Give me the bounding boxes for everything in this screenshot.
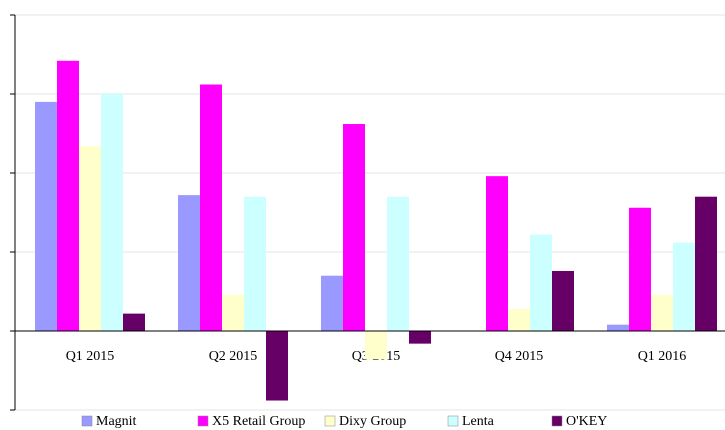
legend-label: Magnit bbox=[96, 414, 137, 429]
bar bbox=[123, 313, 145, 331]
bar bbox=[673, 242, 695, 331]
legend-swatch bbox=[81, 415, 93, 427]
legend-label: O'KEY bbox=[566, 414, 607, 429]
bar bbox=[57, 60, 79, 331]
legend-swatch bbox=[447, 415, 459, 427]
bar bbox=[343, 124, 365, 332]
bar bbox=[607, 324, 629, 331]
bar bbox=[35, 101, 57, 332]
legend-label: Lenta bbox=[462, 414, 495, 429]
bar bbox=[79, 146, 101, 331]
bar bbox=[200, 84, 222, 332]
bar bbox=[552, 270, 574, 331]
bar bbox=[321, 275, 343, 331]
bar bbox=[365, 331, 387, 360]
legend-swatch bbox=[551, 415, 563, 427]
legend-swatch bbox=[324, 415, 336, 427]
bar bbox=[101, 94, 123, 331]
x-tick-label: Q1 2016 bbox=[638, 349, 687, 364]
bar bbox=[651, 294, 673, 331]
bar bbox=[222, 294, 244, 331]
bar bbox=[244, 196, 266, 331]
bar bbox=[530, 234, 552, 331]
bar bbox=[695, 196, 717, 331]
bar bbox=[178, 195, 200, 331]
legend-label: X5 Retail Group bbox=[212, 414, 305, 429]
x-tick-label: Q1 2015 bbox=[66, 349, 115, 364]
bar bbox=[387, 196, 409, 331]
bar bbox=[508, 308, 530, 331]
bar bbox=[409, 331, 431, 344]
legend-label: Dixy Group bbox=[339, 414, 406, 429]
bar bbox=[266, 331, 288, 401]
x-tick-label: Q4 2015 bbox=[495, 349, 544, 364]
bar bbox=[629, 207, 651, 331]
bar bbox=[486, 176, 508, 331]
x-tick-label: Q2 2015 bbox=[209, 349, 258, 364]
legend-swatch bbox=[197, 415, 209, 427]
